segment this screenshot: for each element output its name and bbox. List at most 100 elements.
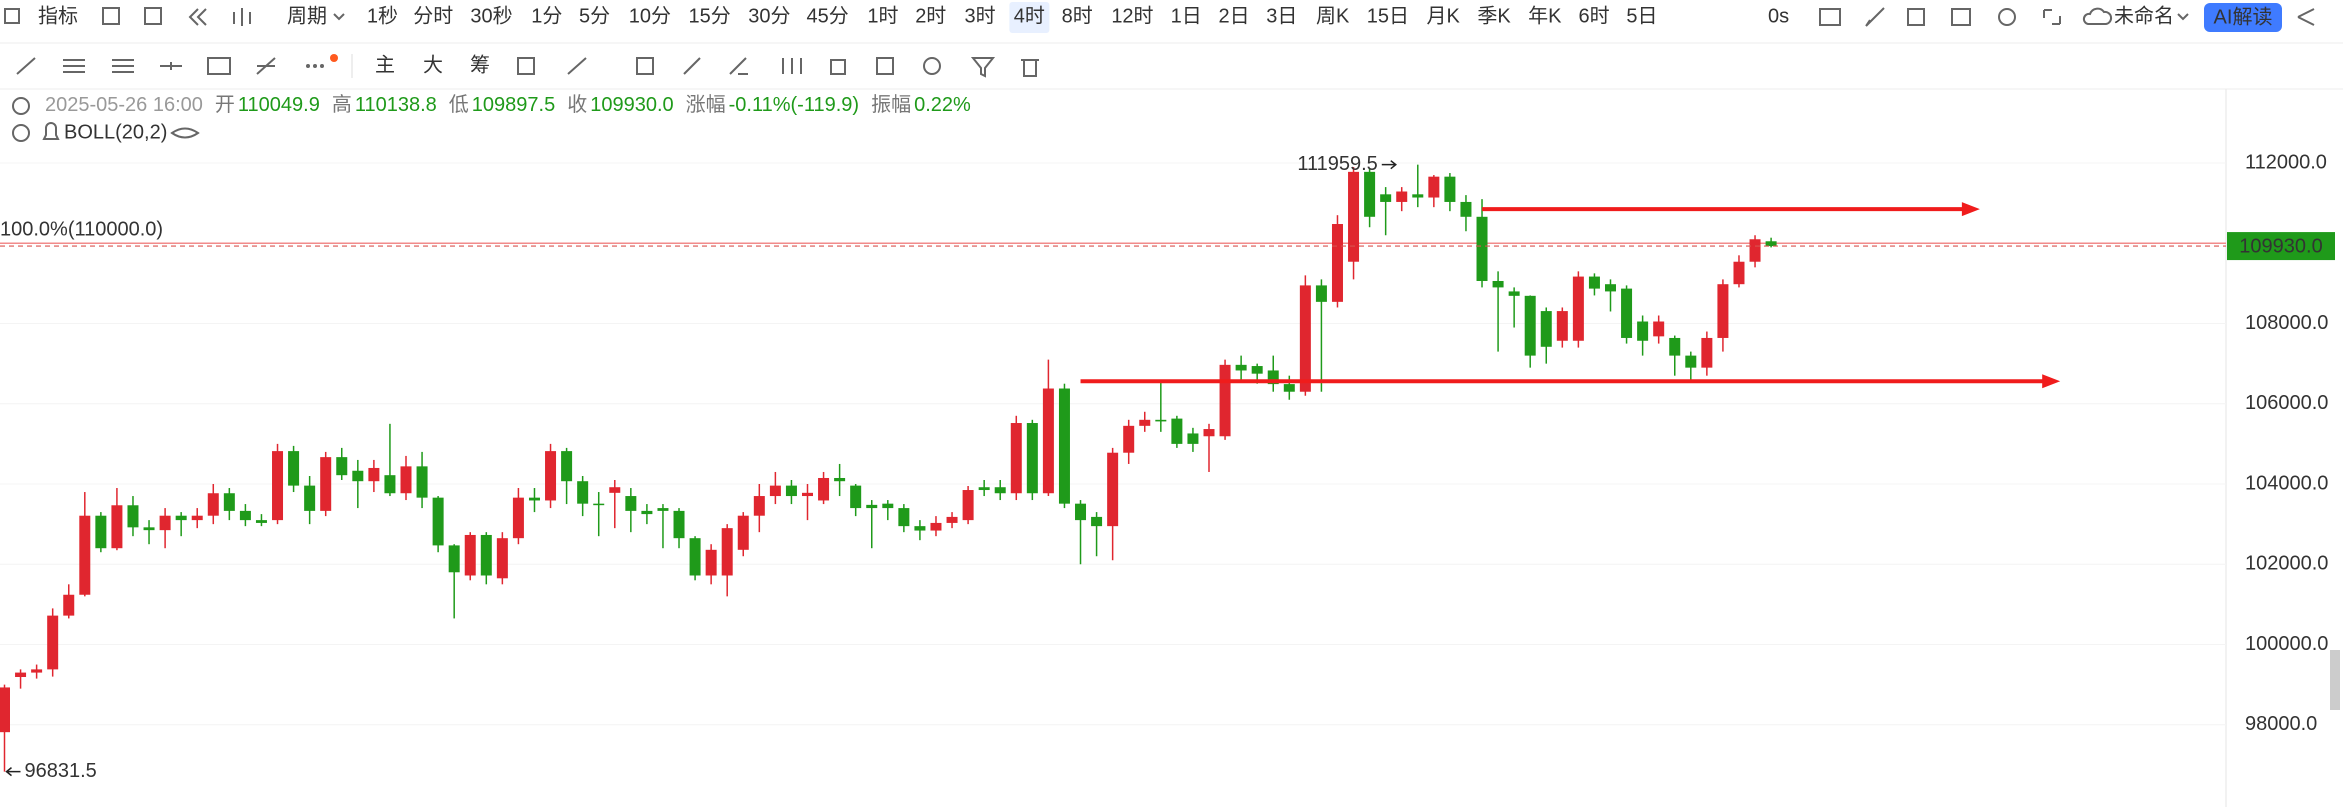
layout-icon[interactable] [144,7,162,25]
interval-button[interactable]: 分时 [413,4,453,27]
candle-body [769,485,781,497]
indicator-button[interactable]: 指标 [38,4,78,27]
interval-button[interactable]: 周K [1316,5,1350,27]
candle-body [1075,503,1087,521]
more-dot[interactable] [306,64,310,68]
tool-icon[interactable] [876,57,894,75]
candle-body [288,451,300,486]
ohlc-legend: 2025-05-26 16:00 开 110049.9 高 110138.8 低 10989… [45,93,971,116]
line-tool[interactable] [16,57,36,75]
camera-icon[interactable] [1819,8,1841,26]
legend-amplitude-label: 振幅 [871,93,911,116]
more-dot [313,64,317,68]
big-order[interactable]: 大 [423,53,443,76]
candle-body [850,485,862,509]
interval-button[interactable]: 月K [1427,5,1461,27]
visibility-icon[interactable] [170,127,200,139]
ray-tool[interactable] [160,62,182,70]
tool-icon[interactable] [782,58,802,74]
interval-button[interactable]: 3日 [1266,5,1297,27]
tool-icon[interactable] [923,57,941,75]
interval-button[interactable]: 8时 [1062,4,1093,27]
candle-body [368,467,380,482]
candle-body [785,485,797,497]
delete-icon[interactable] [1021,59,1039,77]
candle-body [1299,285,1311,392]
interval-button[interactable]: 5分 [579,4,610,27]
candle-body [0,687,10,733]
settings-icon[interactable] [1998,8,2016,26]
fullscreen-icon[interactable] [1907,8,1925,26]
channel-tool[interactable] [63,59,85,73]
tool-icon[interactable] [636,57,654,75]
candle-body [1556,311,1568,341]
layout-name[interactable]: 未命名 [2114,4,2174,27]
candle-body [304,485,316,511]
period-button[interactable]: 周期 [287,5,327,27]
legend-amplitude: 0.22% [914,94,971,116]
draw-icon[interactable] [1865,7,1885,27]
interval-button[interactable]: 6时 [1579,4,1610,27]
chart-type-icon[interactable] [233,8,251,26]
legend-change-label: 涨幅 [686,93,726,116]
interval-button[interactable]: 4时 [1014,4,1045,27]
candle-body [978,487,990,491]
ai-button-bg[interactable] [2204,3,2282,32]
replay-icon[interactable] [188,8,207,26]
interval-button[interactable]: 1秒 [367,4,398,27]
candle-body [641,510,653,515]
collapse-icon[interactable] [12,124,30,142]
interval-button[interactable]: 10分 [629,4,671,27]
rect-tool[interactable] [207,57,231,75]
indicator-icon[interactable] [4,8,20,24]
interval-button[interactable]: 30秒 [470,4,512,27]
interval-button[interactable]: 3时 [965,4,996,27]
interval-button[interactable]: 年K [1528,4,1562,27]
interval-button[interactable]: 12时 [1111,4,1153,27]
share-icon[interactable] [2297,8,2315,26]
tool-icon[interactable] [683,57,701,75]
tool-icon[interactable] [517,57,535,75]
interval-button[interactable]: 45分 [807,4,849,27]
candle-body [1572,276,1584,341]
candle-body [609,487,621,493]
interval-button[interactable]: 15分 [689,4,731,27]
chip-distribution[interactable]: 筹 [470,53,490,76]
legend-high-label: 高 [332,93,352,116]
main-indicator[interactable]: 主 [375,53,395,76]
save-icon[interactable] [1951,8,1971,26]
fib-tool[interactable] [256,57,276,75]
candle-body [1540,311,1552,347]
collapse-icon[interactable] [12,97,30,115]
interval-button[interactable]: 季K [1477,4,1511,27]
tool-icon[interactable] [830,59,846,75]
alert-icon[interactable] [42,122,60,140]
y-tick-label: 112000.0 [2245,151,2327,173]
filter-icon[interactable] [970,57,996,78]
tool-icon[interactable] [567,57,587,75]
badge [330,54,338,62]
candle-body [1588,276,1600,289]
interval-button[interactable]: 1时 [867,4,898,27]
candle-body [1749,239,1761,262]
price-tag: 109930.0 [2239,235,2322,257]
interval-button[interactable]: 15日 [1367,5,1409,27]
interval-button[interactable]: 1日 [1171,5,1202,27]
tool-icon[interactable] [729,57,748,75]
candle-body [400,466,412,494]
interval-button[interactable]: 5日 [1626,5,1657,27]
candle-body [721,528,733,576]
candle-body [464,534,476,576]
ai-button[interactable]: AI解读 [2214,5,2273,28]
interval-button[interactable]: 30分 [748,4,790,27]
hline-tool[interactable] [112,59,134,73]
candle-body [753,496,765,516]
interval-button[interactable]: 2时 [915,4,946,27]
candle-body [1139,419,1151,426]
calendar-icon[interactable] [102,7,120,25]
interval-button[interactable]: 2日 [1218,5,1249,27]
candle-body [1283,384,1295,392]
interval-button[interactable]: 1分 [531,4,562,27]
expand-icon[interactable] [2043,9,2061,25]
